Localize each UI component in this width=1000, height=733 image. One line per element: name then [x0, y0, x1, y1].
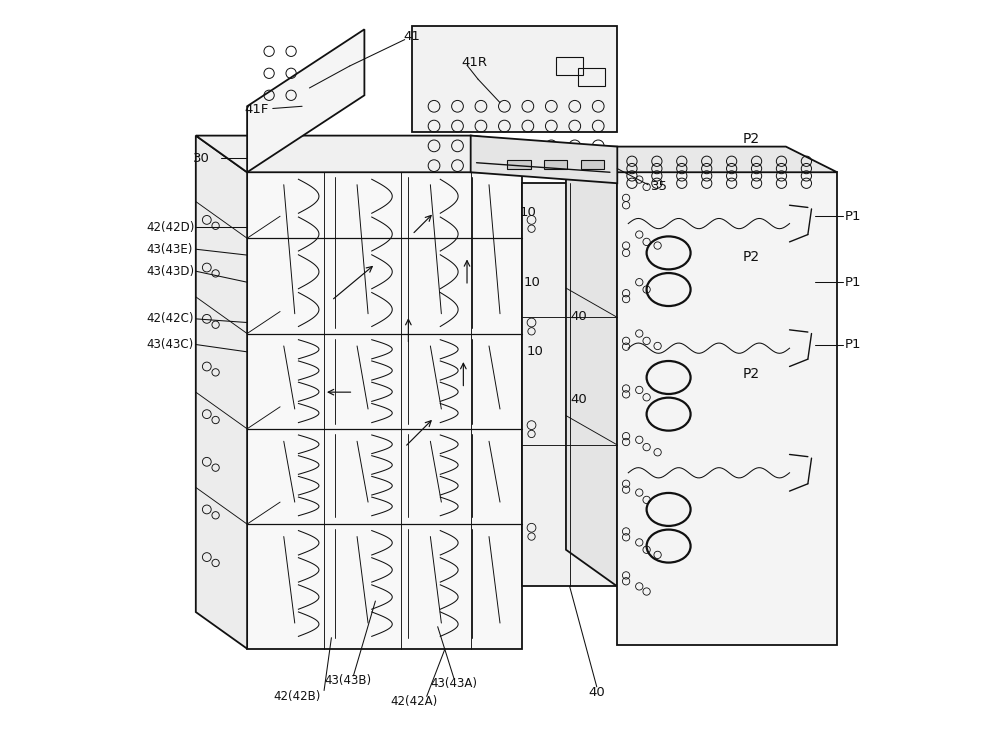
Text: 42(42C): 42(42C) [147, 312, 194, 325]
Polygon shape [247, 29, 364, 172]
Text: 43(43B): 43(43B) [325, 674, 372, 687]
Text: P2: P2 [743, 249, 760, 264]
Text: 10: 10 [523, 276, 540, 289]
Bar [578, 68, 605, 86]
Text: 42(42A): 42(42A) [391, 695, 438, 708]
Polygon shape [412, 26, 617, 132]
Polygon shape [566, 147, 837, 172]
Polygon shape [522, 183, 617, 586]
Polygon shape [617, 172, 837, 645]
Polygon shape [247, 172, 522, 649]
Polygon shape [471, 136, 617, 183]
Bar [556, 57, 583, 75]
Bar [581, 160, 604, 169]
Polygon shape [196, 136, 247, 649]
Text: P1: P1 [845, 338, 861, 351]
Polygon shape [471, 136, 617, 183]
Polygon shape [566, 147, 617, 586]
Text: 41: 41 [404, 30, 420, 43]
Text: 10: 10 [519, 206, 536, 219]
Text: 43(43C): 43(43C) [147, 338, 194, 351]
Text: 42(42B): 42(42B) [273, 690, 321, 703]
Bar [544, 160, 567, 169]
Text: P1: P1 [845, 210, 861, 223]
Text: P1: P1 [845, 276, 861, 289]
Bar [507, 160, 531, 169]
Text: 40: 40 [570, 310, 587, 323]
Text: 43(43D): 43(43D) [147, 265, 195, 278]
Text: 42(42D): 42(42D) [147, 221, 195, 234]
Text: 43(43E): 43(43E) [147, 243, 193, 256]
Text: P2: P2 [743, 366, 760, 381]
Polygon shape [196, 136, 522, 172]
Text: 30: 30 [193, 152, 210, 165]
Text: 41R: 41R [461, 56, 487, 69]
Text: 43(43A): 43(43A) [430, 677, 477, 690]
Text: 41F: 41F [244, 103, 269, 117]
Text: 10: 10 [527, 345, 544, 358]
Text: P2: P2 [743, 132, 760, 147]
Text: 40: 40 [570, 393, 587, 406]
Text: 40: 40 [588, 686, 605, 699]
Text: 35: 35 [651, 180, 668, 194]
